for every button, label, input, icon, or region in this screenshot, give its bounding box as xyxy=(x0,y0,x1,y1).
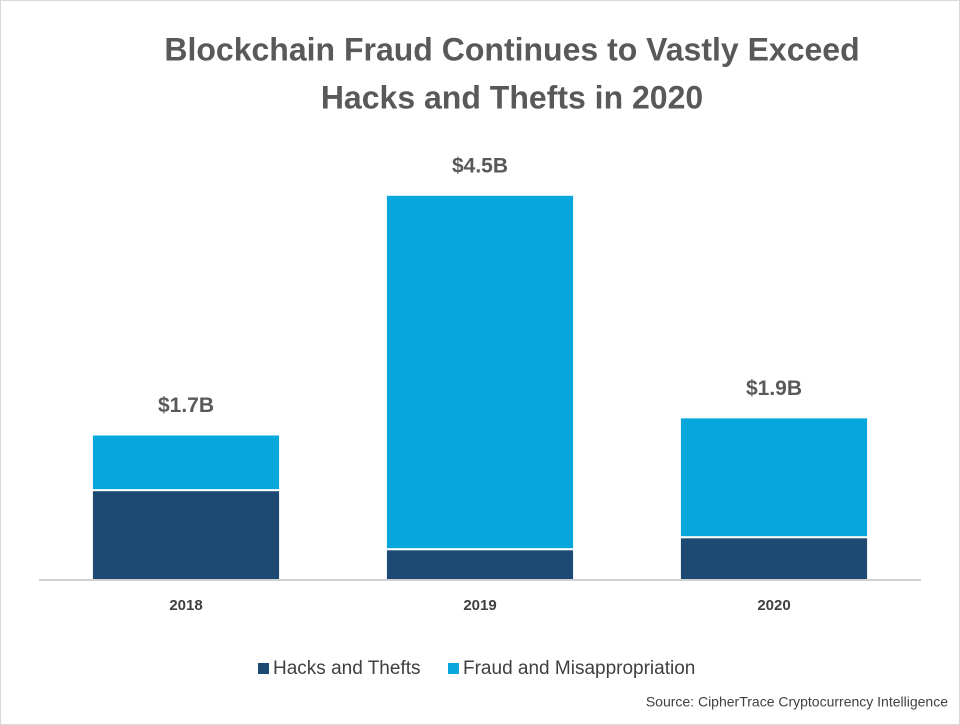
x-tick-label: 2019 xyxy=(463,597,496,614)
chart-title: Blockchain Fraud Continues to Vastly Exc… xyxy=(164,31,859,67)
legend-swatch xyxy=(258,663,269,674)
total-label: $1.7B xyxy=(158,394,214,417)
bar-segment xyxy=(384,193,576,551)
total-label: $1.9B xyxy=(746,377,802,400)
bar-segment xyxy=(90,433,282,492)
bar-segment xyxy=(678,416,870,539)
bar-segment xyxy=(90,489,282,581)
total-label: $4.5B xyxy=(452,154,508,177)
chart-title: Hacks and Thefts in 2020 xyxy=(321,79,703,115)
legend-label: Hacks and Thefts xyxy=(273,658,421,679)
bar-segment xyxy=(384,548,576,582)
bar-segment xyxy=(678,536,870,582)
legend-label: Fraud and Misappropriation xyxy=(463,658,695,679)
legend-swatch xyxy=(448,663,459,674)
source-note: Source: CipherTrace Cryptocurrency Intel… xyxy=(646,694,948,710)
x-tick-label: 2018 xyxy=(169,597,202,614)
x-tick-label: 2020 xyxy=(757,597,790,614)
